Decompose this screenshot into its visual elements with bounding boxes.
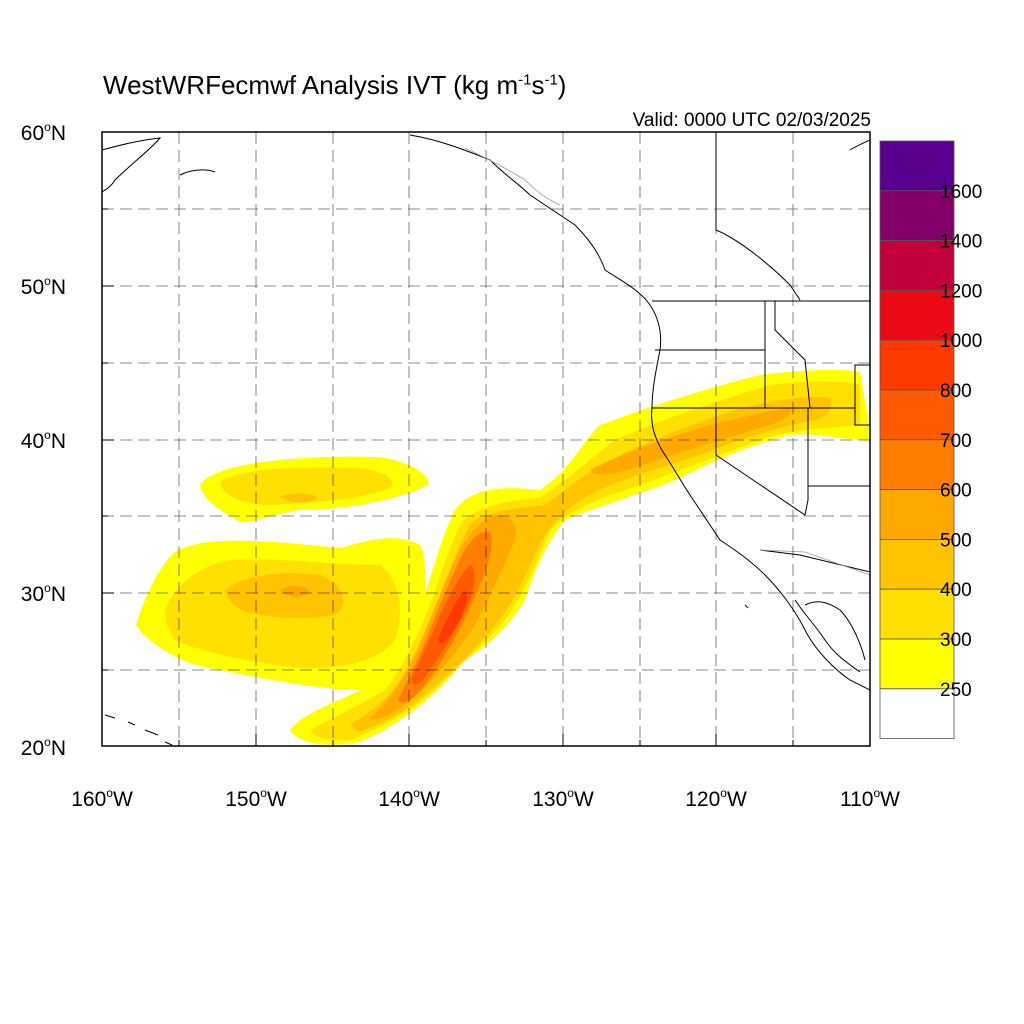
colorbar-swatch: [879, 638, 955, 690]
colorbar-swatch: [879, 389, 955, 441]
border-idaho: [764, 301, 811, 409]
lon-label: 140oW: [378, 786, 440, 811]
colorbar-swatch: [879, 539, 955, 590]
colorbar-swatch: [879, 240, 955, 291]
colorbar-label: 800: [940, 381, 972, 402]
colorbar-label: 300: [940, 630, 972, 651]
state-borders: [652, 132, 870, 573]
lon-label: 110oW: [840, 786, 900, 811]
lat-label: 50oN: [21, 274, 66, 299]
colorbar-label: 250: [940, 680, 972, 701]
valid-time-label: Valid: 0000 UTC 02/03/2025: [632, 110, 871, 131]
colorbar-swatch: [879, 339, 955, 391]
coastline-layer: [102, 134, 870, 746]
colorbar-swatch: [879, 140, 955, 192]
colorbar-swatch: [879, 588, 955, 640]
border-washington-oregon: [655, 301, 766, 351]
coastline-baja: [794, 599, 861, 673]
hawaii-islands: [104, 714, 173, 746]
colorbar-swatch: [879, 688, 955, 739]
lat-label: 20oN: [21, 735, 66, 760]
colorbar-label: 600: [940, 481, 972, 502]
lon-label: 150oW: [225, 786, 287, 811]
lat-ticks: [102, 131, 114, 747]
graticule: [102, 132, 870, 746]
colorbar-label: 1200: [940, 281, 982, 302]
colorbar-label: 1600: [940, 182, 982, 203]
lon-labels: 160oW 150oW 140oW 130oW 120oW 110oW: [71, 786, 900, 811]
colorbar: 1600 1400 1200 1000 800 700 600 500 400 300 250: [879, 140, 982, 739]
border-canada-interior: [715, 132, 801, 301]
coastline-gulf-california: [804, 601, 866, 661]
lat-label: 40oN: [21, 428, 66, 453]
colorbar-swatch: [879, 489, 955, 540]
colorbar-swatch: [879, 289, 955, 341]
colorbar-label: 400: [940, 580, 972, 601]
lon-label: 160oW: [71, 786, 133, 811]
coastline-north-america: [409, 134, 870, 691]
border-mexico: [759, 549, 870, 573]
colorbar-label: 1000: [940, 331, 982, 352]
colorbar-swatch: [879, 190, 955, 242]
lat-labels: 60oN 50oN 40oN 30oN 20oN: [21, 120, 66, 760]
colorbar-label: 1400: [940, 232, 982, 253]
colorbar-label: 500: [940, 530, 972, 551]
lon-label: 120oW: [685, 786, 747, 811]
lon-ticks: [101, 734, 871, 746]
lon-label: 130oW: [532, 786, 594, 811]
colorbar-swatch: [879, 439, 955, 490]
map-title: WestWRFecmwf Analysis IVT (kg m-1s-1): [103, 70, 567, 100]
lat-label: 60oN: [21, 120, 66, 145]
colorbar-label: 700: [940, 431, 972, 452]
coastline-alaska-west: [102, 137, 162, 193]
lat-label: 30oN: [21, 581, 66, 606]
secondary-borders: [464, 147, 870, 576]
ivt-fill-layer: [136, 369, 870, 745]
